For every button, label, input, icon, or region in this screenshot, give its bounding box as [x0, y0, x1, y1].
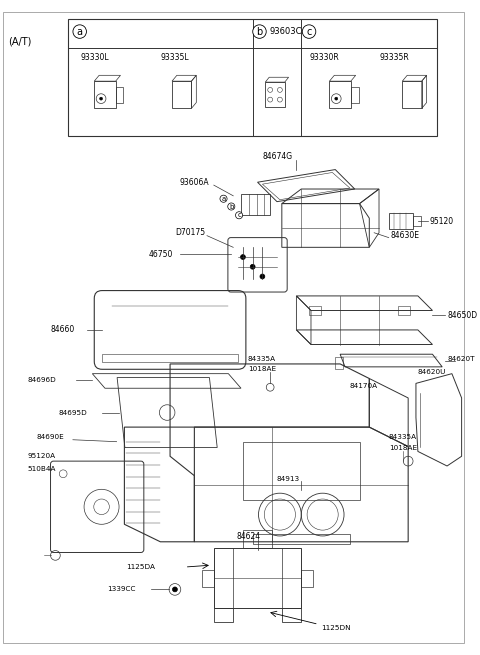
- Text: 84674G: 84674G: [263, 153, 292, 161]
- Text: a: a: [77, 27, 83, 37]
- Text: 84650D: 84650D: [447, 311, 477, 320]
- Text: D70175: D70175: [175, 228, 205, 237]
- Text: a: a: [221, 196, 226, 202]
- Bar: [214, 548, 301, 608]
- Text: b: b: [256, 27, 263, 37]
- Text: 93330R: 93330R: [309, 53, 339, 62]
- Bar: [402, 81, 422, 108]
- Text: 84695D: 84695D: [58, 409, 87, 415]
- Text: 93603C: 93603C: [269, 27, 302, 36]
- Bar: [68, 19, 437, 136]
- Text: 84624: 84624: [236, 533, 260, 542]
- Text: 84660: 84660: [50, 326, 75, 335]
- Text: b: b: [229, 204, 233, 210]
- Text: 84630E: 84630E: [391, 231, 420, 240]
- Circle shape: [260, 274, 265, 279]
- Bar: [389, 214, 413, 229]
- Bar: [265, 82, 285, 107]
- Bar: [243, 530, 272, 548]
- Text: 46750: 46750: [149, 250, 173, 259]
- Bar: [172, 81, 192, 108]
- Text: 84620T: 84620T: [447, 356, 475, 362]
- Text: 1018AE: 1018AE: [389, 445, 417, 451]
- Text: 84620U: 84620U: [418, 369, 446, 375]
- Text: 84690E: 84690E: [37, 434, 65, 440]
- Text: c: c: [306, 27, 312, 37]
- Circle shape: [250, 265, 255, 269]
- Circle shape: [335, 97, 338, 100]
- Bar: [309, 306, 321, 315]
- Bar: [116, 87, 123, 103]
- Bar: [413, 216, 421, 226]
- Text: 84335A: 84335A: [389, 434, 417, 440]
- Text: 1125DN: 1125DN: [321, 626, 350, 631]
- Text: 1339CC: 1339CC: [107, 586, 135, 592]
- Circle shape: [100, 97, 103, 100]
- Text: 93335L: 93335L: [160, 53, 189, 62]
- Text: 95120: 95120: [430, 217, 454, 225]
- Text: 84696D: 84696D: [27, 377, 56, 383]
- Text: 84913: 84913: [277, 476, 300, 481]
- Text: 1018AE: 1018AE: [248, 365, 276, 372]
- Bar: [241, 194, 270, 215]
- Bar: [351, 87, 359, 103]
- Bar: [301, 570, 313, 588]
- Circle shape: [240, 255, 245, 259]
- Text: (A/T): (A/T): [8, 37, 31, 47]
- Bar: [329, 81, 351, 108]
- Bar: [202, 570, 214, 588]
- Bar: [214, 608, 233, 622]
- Text: 93330L: 93330L: [81, 53, 109, 62]
- Text: 93335R: 93335R: [379, 53, 409, 62]
- Text: c: c: [237, 212, 241, 218]
- Text: 84170A: 84170A: [350, 383, 378, 389]
- Text: 93606A: 93606A: [180, 178, 209, 187]
- Bar: [243, 441, 360, 500]
- Bar: [94, 81, 116, 108]
- Text: 1125DA: 1125DA: [126, 564, 156, 570]
- Text: 95120A: 95120A: [27, 453, 55, 459]
- Text: 510B4A: 510B4A: [27, 466, 56, 472]
- Circle shape: [172, 587, 177, 592]
- Bar: [335, 357, 343, 369]
- Text: 84335A: 84335A: [248, 356, 276, 362]
- Bar: [398, 306, 410, 315]
- Bar: [282, 608, 301, 622]
- Bar: [102, 354, 238, 362]
